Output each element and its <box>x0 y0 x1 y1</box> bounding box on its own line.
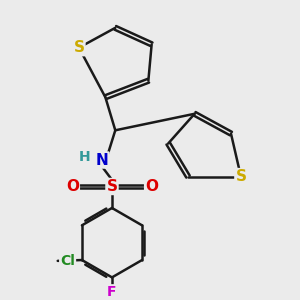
Text: O: O <box>66 179 79 194</box>
Text: S: S <box>74 40 84 55</box>
Text: H: H <box>79 150 91 164</box>
Text: Cl: Cl <box>60 254 75 268</box>
Text: S: S <box>236 169 246 184</box>
Text: S: S <box>106 179 118 194</box>
Text: O: O <box>145 179 158 194</box>
Text: N: N <box>96 152 108 167</box>
Text: F: F <box>107 285 117 299</box>
